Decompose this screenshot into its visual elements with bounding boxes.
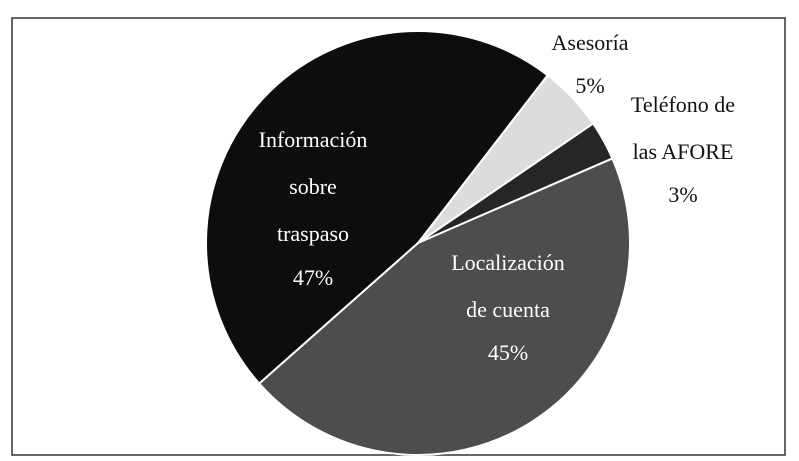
slice-value-label: 45% [488,340,528,365]
slice-value-label: 47% [293,265,333,290]
slice-value-label: 5% [575,73,604,98]
slice-label: Información sobre traspaso [259,127,368,246]
slice-value-label: 3% [668,182,697,207]
pie-slice [205,30,550,385]
slice-label: Localización de cuenta [451,250,565,322]
slice-label: Asesoría [552,30,629,55]
pie-slice [257,157,631,457]
slice-label: Teléfono de las AFORE [631,92,735,164]
